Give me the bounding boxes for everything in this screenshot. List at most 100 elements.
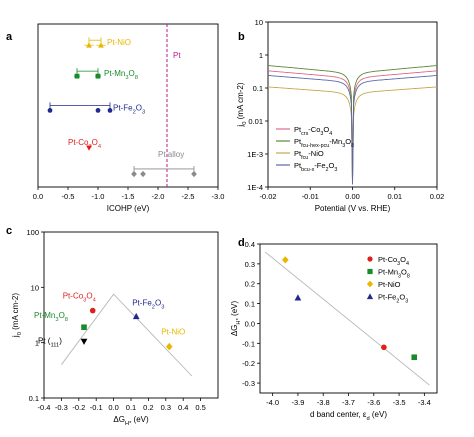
panel-d-ytick-label: 0.3 [245,260,255,269]
panel-d-legend-entry: Pt-Mn3O8 [378,268,410,280]
panel-b-legend-entry: Ptfcu-hex-pcu-Mn3O8 [294,137,354,149]
panel-b-ytick-label: 1E-3 [247,150,263,159]
panel-c-frame [43,231,219,399]
panel-d-xtick-label: -4.0 [266,398,279,407]
panel-b-xtick-label: 0.02 [430,192,445,201]
panel-c-point [80,338,88,345]
panel-b-xlabel: Potential (V vs. RHE) [315,204,391,213]
panel-b-xtick-label: 0.00 [345,192,360,201]
panel-a-point [86,42,92,48]
panel-b-ytick-label: 1 [259,51,263,60]
panel-a-series-label: Pt alloy [158,150,184,159]
panel-d-ytick-label: -0.1 [242,339,255,348]
panel-c-ytick-label: 100 [26,228,39,237]
panel-d-ytick-label: -0.3 [242,379,255,388]
panel-d-trendline [264,251,430,386]
panel-c-xtick-label: -0.1 [90,403,103,412]
panel-c-point [132,312,140,320]
panel-a-series-label: Pt-Mn3O8 [104,69,138,81]
panel-a-xlabel: ICOHP (eV) [107,204,150,213]
panel-c-xtick-label: 0.5 [195,403,205,412]
panel-c-xtick-label: -0.2 [72,403,85,412]
panel-a-xtick-label: 0.0 [33,192,43,201]
panel-a-point [95,73,101,79]
panel-a-xtick-label: -1.0 [92,192,105,201]
panel-a-point [47,107,53,113]
panel-d-xtick-label: -3.8 [317,398,330,407]
panel-label-d: d [238,237,245,249]
panel-a-point [74,73,80,79]
panel-c-point [165,342,173,351]
panel-c-point [81,324,87,331]
panel-d-ytick-label: 0.1 [245,300,255,309]
panel-b-ylabel: j0 (mA cm-2) [236,82,248,127]
panel-d-xtick-label: -3.4 [418,398,431,407]
panel-b-ytick-label: 0.1 [253,84,263,93]
panel-a-point [86,145,92,151]
panel-c-xtick-label: 0.0 [108,403,118,412]
panel-b-xtick-label: -0.02 [259,192,276,201]
panel-label-b: b [238,31,245,43]
panel-c-point-label: Pt-Mn3O8 [34,311,68,323]
panel-a-series-label: Pt-Co3O4 [68,138,102,150]
panel-d-point [381,344,387,351]
panel-d-ytick-label: 0.4 [245,240,255,249]
panel-a-point [98,42,104,48]
panel-d-legend-marker [366,293,374,300]
panel-a-xtick-label: -2.5 [182,192,195,201]
panel-b-ytick-label: 10 [255,18,263,27]
panel-c-ytick-label: 10 [31,283,39,292]
panel-a-xtick-label: -3.0 [212,192,225,201]
panel-b-xtick-label: -0.01 [302,192,319,201]
panel-d-legend-marker [367,268,373,275]
chart-layer: 0.0 -0.5 -1.0 -1.5 -2.0 -2.5 -3.0 ICOHP (eV) Pt P… [11,18,444,427]
panel-c-xtick-label: 0.3 [161,403,171,412]
panel-d-xlabel: d band center, εd (eV) [310,410,387,422]
panel-c-xtick-label: 0.2 [143,403,153,412]
panel-d-point [281,256,289,264]
panel-d-ytick-label: 0.0 [245,319,255,328]
panel-d-legend-entry: Pt-Co3O4 [378,255,409,267]
panel-a-xtick-label: -2.0 [152,192,165,201]
panel-c-xlabel: ΔGH* (eV) [113,415,149,427]
panel-c-volcano-line [61,293,193,377]
panel-d-ytick-label: -0.2 [242,359,255,368]
panel-b-legend-entry: Ptfcu-NiO [294,149,324,161]
panel-c-xtick-label: 0.4 [178,403,188,412]
panel-c-point-label: Pt-NiO [161,328,185,337]
panel-d-frame [259,243,438,394]
panel-a-point [107,107,113,113]
panel-a-point [140,170,146,178]
panel-c-ylabel: j0 (mA cm-2) [11,293,23,338]
panel-d-point [411,354,418,361]
panel-label-c: c [6,225,12,237]
panel-d-legend-entry: Pt-NiO [378,280,401,289]
panel-c-xtick-label: 0.1 [126,403,136,412]
panel-c-ytick-label: 0.1 [29,394,39,403]
panel-c-point-label: Pt (111) [38,336,62,348]
panel-c-xtick-label: -0.3 [55,403,68,412]
panel-d-point [294,294,302,301]
panel-d-legend-marker [367,256,373,262]
panel-b-legend-entry: Ptcrs-Co3O4 [294,125,332,137]
panel-b-curve [267,75,438,185]
panel-d-xtick-label: -3.7 [342,398,355,407]
panel-d-legend-entry: Pt-Fe2O3 [378,293,408,305]
panel-c-xtick-label: -0.4 [38,403,51,412]
panel-b-ytick-label: 0.01 [248,117,263,126]
panel-label-a: a [6,31,13,43]
panel-c-point [89,307,96,314]
panel-d-ylabel: ΔGH* (eV) [230,301,242,337]
panel-d-xtick-label: -3.5 [393,398,406,407]
panel-a-series-label: Pt-Fe2O3 [113,103,145,115]
panel-a-pt-label: Pt [173,51,181,60]
panel-d-xtick-label: -3.9 [291,398,304,407]
panel-b-ytick-label: 1E-4 [247,183,263,192]
panel-a-xtick-label: -0.5 [62,192,75,201]
panel-a-point [95,107,101,113]
panel-b-legend-entry: Ptbcu-x-Fe2O3 [294,161,337,173]
panel-d-xtick-label: -3.6 [367,398,380,407]
panel-c-point-label: Pt-Co3O4 [63,292,97,304]
panel-d-legend-marker [366,280,374,288]
